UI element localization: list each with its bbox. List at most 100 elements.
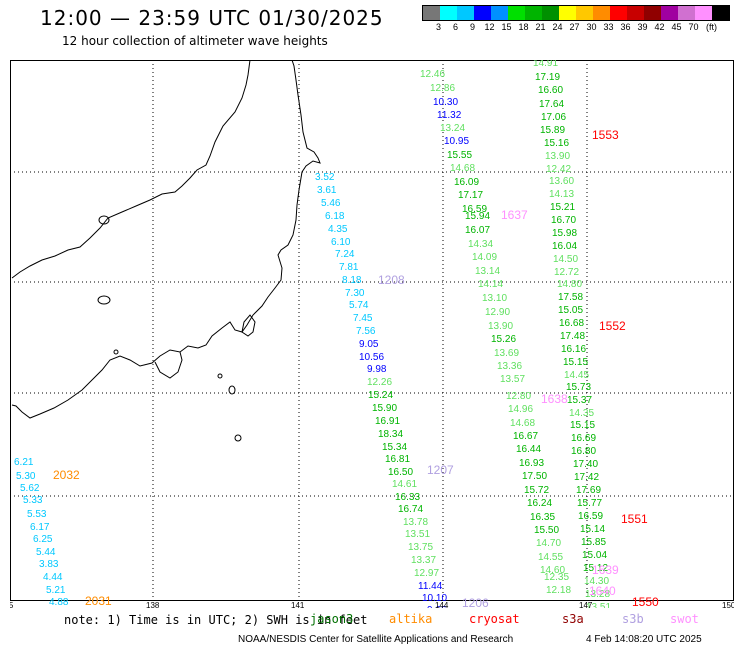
scale-swatch: [508, 6, 525, 20]
scale-swatch: [627, 6, 644, 20]
wave-height-value: 15.34: [382, 442, 407, 453]
wave-height-value: 15.77: [577, 498, 602, 509]
wave-height-value: 15.55: [447, 150, 472, 161]
scale-label: 12: [484, 22, 495, 32]
wave-height-value: 16.07: [465, 225, 490, 236]
wave-height-value: 5.21: [46, 585, 66, 596]
wave-height-value: 13.28: [585, 589, 610, 600]
wave-height-value: 14.55: [538, 552, 563, 563]
wave-height-value: 15.24: [368, 390, 393, 401]
wave-height-value: 16.59: [578, 511, 603, 522]
map-subtitle: 12 hour collection of altimeter wave hei…: [62, 34, 328, 48]
wave-height-value: 13.51: [586, 602, 611, 608]
wave-height-value: 16.35: [530, 512, 555, 523]
wave-height-value: 13.60: [549, 176, 574, 187]
wave-height-value: 15.26: [491, 334, 516, 345]
wave-height-value: 6.17: [30, 522, 50, 533]
scale-label: 15: [501, 22, 512, 32]
island: [98, 215, 110, 225]
credit-line: NOAA/NESDIS Center for Satellite Applica…: [238, 634, 514, 645]
satellite-legend-item: cryosat: [469, 612, 520, 626]
scale-swatch: [474, 6, 491, 20]
wave-height-value: 13.69: [494, 348, 519, 359]
scale-swatch: [440, 6, 457, 20]
wave-height-value: 10.10: [422, 593, 447, 604]
scale-label: 42: [654, 22, 665, 32]
wave-height-value: 12.18: [546, 585, 571, 596]
wave-height-value: 14.45: [564, 370, 589, 381]
wave-height-value: 13.10: [482, 293, 507, 304]
wave-height-value: 15.94: [465, 211, 490, 222]
wave-height-value: 12.42: [546, 164, 571, 175]
wave-height-value: 7.56: [356, 326, 376, 337]
wave-height-value: 16.68: [559, 318, 584, 329]
coastline-izu: [241, 314, 256, 337]
wave-height-value: 13.57: [500, 374, 525, 385]
scale-swatch: [695, 6, 712, 20]
wave-height-value: 16.74: [398, 504, 423, 515]
wave-height-value: 18.34: [378, 429, 403, 440]
satellite-legend-item: s3a: [562, 612, 584, 626]
scale-label: 27: [569, 22, 580, 32]
scale-label: 33: [603, 22, 614, 32]
track-label: 1640: [589, 584, 616, 598]
wave-height-value: 12.90: [485, 307, 510, 318]
track-label: 1638: [541, 392, 568, 406]
wave-height-value: 9.98: [367, 364, 387, 375]
lon-tick-label: 147: [579, 601, 593, 608]
track-label: 1207: [427, 463, 454, 477]
wave-height-value: 16.91: [375, 416, 400, 427]
wave-height-value: 15.89: [540, 125, 565, 136]
track-label: 1550: [632, 595, 659, 608]
wave-height-value: 7.30: [345, 288, 365, 299]
scale-swatch: [678, 6, 695, 20]
wave-height-value: 16.70: [551, 215, 576, 226]
lon-tick-label: 135: [10, 601, 14, 608]
scale-swatch: [559, 6, 576, 20]
coastline-kii: [154, 351, 183, 379]
island: [217, 373, 223, 379]
track-label: 2032: [53, 468, 80, 482]
track-label: 1208: [378, 273, 405, 287]
wave-height-value: 6.18: [325, 211, 345, 222]
coastline: [11, 60, 321, 419]
track-label: 2031: [85, 594, 112, 608]
lon-tick-label: 141: [291, 601, 305, 608]
wave-height-value: 16.04: [552, 241, 577, 252]
wave-height-value: 16.44: [516, 444, 541, 455]
island: [97, 295, 111, 305]
track-label: 1637: [501, 208, 528, 222]
lon-tick-label: 150: [722, 601, 734, 608]
wave-height-value: 4.88: [49, 597, 69, 608]
scale-swatch: [576, 6, 593, 20]
coastline-west: [11, 60, 251, 279]
wave-height-value: 14.68: [510, 418, 535, 429]
wave-height-value: 17.19: [535, 72, 560, 83]
wave-height-value: 15.85: [581, 537, 606, 548]
scale-swatch: [491, 6, 508, 20]
wave-height-value: 13.51: [405, 529, 430, 540]
wave-height-value: 7.24: [335, 249, 355, 260]
wave-height-value: 13.90: [545, 151, 570, 162]
wave-height-value: 17.50: [522, 471, 547, 482]
wave-height-value: 15.16: [544, 138, 569, 149]
wave-height-value: 12.80: [506, 391, 531, 402]
note-text: note: 1) Time is in UTC; 2) SWH is in fe…: [64, 613, 368, 627]
lon-labels: 135 138 141 144 147 150: [10, 601, 734, 608]
wave-height-value: 16.60: [538, 85, 563, 96]
wave-height-value: 15.50: [534, 525, 559, 536]
wave-height-value: 14.61: [392, 479, 417, 490]
wave-height-value: 14.96: [508, 404, 533, 415]
wave-height-value: 7.45: [353, 313, 373, 324]
wave-height-value: 15.21: [550, 202, 575, 213]
scale-label: 3: [435, 22, 441, 32]
wave-height-value: 13.78: [403, 517, 428, 528]
wave-height-value: 13.36: [497, 361, 522, 372]
wave-height-value: 10.30: [433, 97, 458, 108]
scale-swatch: [542, 6, 559, 20]
wave-height-value: 13.37: [411, 555, 436, 566]
wave-height-value: 14.50: [553, 254, 578, 265]
map-title: 12:00 — 23:59 UTC 01/30/2025: [40, 6, 384, 30]
wave-height-value: 17.58: [558, 292, 583, 303]
track-label: 1551: [621, 512, 648, 526]
